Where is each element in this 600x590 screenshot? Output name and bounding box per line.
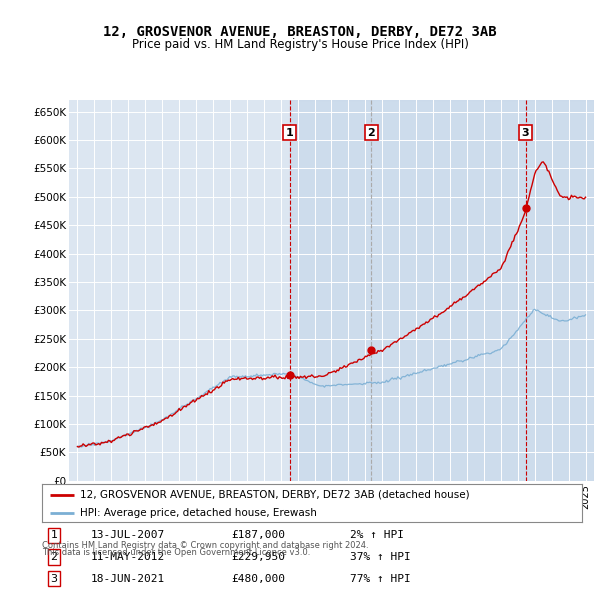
Text: 12, GROSVENOR AVENUE, BREASTON, DERBY, DE72 3AB (detached house): 12, GROSVENOR AVENUE, BREASTON, DERBY, D… <box>80 490 469 500</box>
Text: 2: 2 <box>50 552 58 562</box>
Text: 3: 3 <box>50 573 58 584</box>
Text: HPI: Average price, detached house, Erewash: HPI: Average price, detached house, Erew… <box>80 507 317 517</box>
Text: 11-MAY-2012: 11-MAY-2012 <box>91 552 165 562</box>
Text: Contains HM Land Registry data © Crown copyright and database right 2024.: Contains HM Land Registry data © Crown c… <box>42 540 368 549</box>
Bar <box>290 100 371 481</box>
Text: Price paid vs. HM Land Registry's House Price Index (HPI): Price paid vs. HM Land Registry's House … <box>131 38 469 51</box>
Text: £187,000: £187,000 <box>231 530 285 540</box>
Bar <box>526 100 594 481</box>
Text: 37% ↑ HPI: 37% ↑ HPI <box>350 552 410 562</box>
Text: 77% ↑ HPI: 77% ↑ HPI <box>350 573 410 584</box>
Text: 1: 1 <box>50 530 58 540</box>
Text: This data is licensed under the Open Government Licence v3.0.: This data is licensed under the Open Gov… <box>42 548 310 556</box>
Text: 3: 3 <box>522 127 529 137</box>
Text: 1: 1 <box>286 127 294 137</box>
Text: 18-JUN-2021: 18-JUN-2021 <box>91 573 165 584</box>
Text: 12, GROSVENOR AVENUE, BREASTON, DERBY, DE72 3AB: 12, GROSVENOR AVENUE, BREASTON, DERBY, D… <box>103 25 497 39</box>
Text: 13-JUL-2007: 13-JUL-2007 <box>91 530 165 540</box>
Bar <box>371 100 526 481</box>
Text: 2: 2 <box>368 127 376 137</box>
Text: 2% ↑ HPI: 2% ↑ HPI <box>350 530 404 540</box>
Text: £229,950: £229,950 <box>231 552 285 562</box>
Text: £480,000: £480,000 <box>231 573 285 584</box>
